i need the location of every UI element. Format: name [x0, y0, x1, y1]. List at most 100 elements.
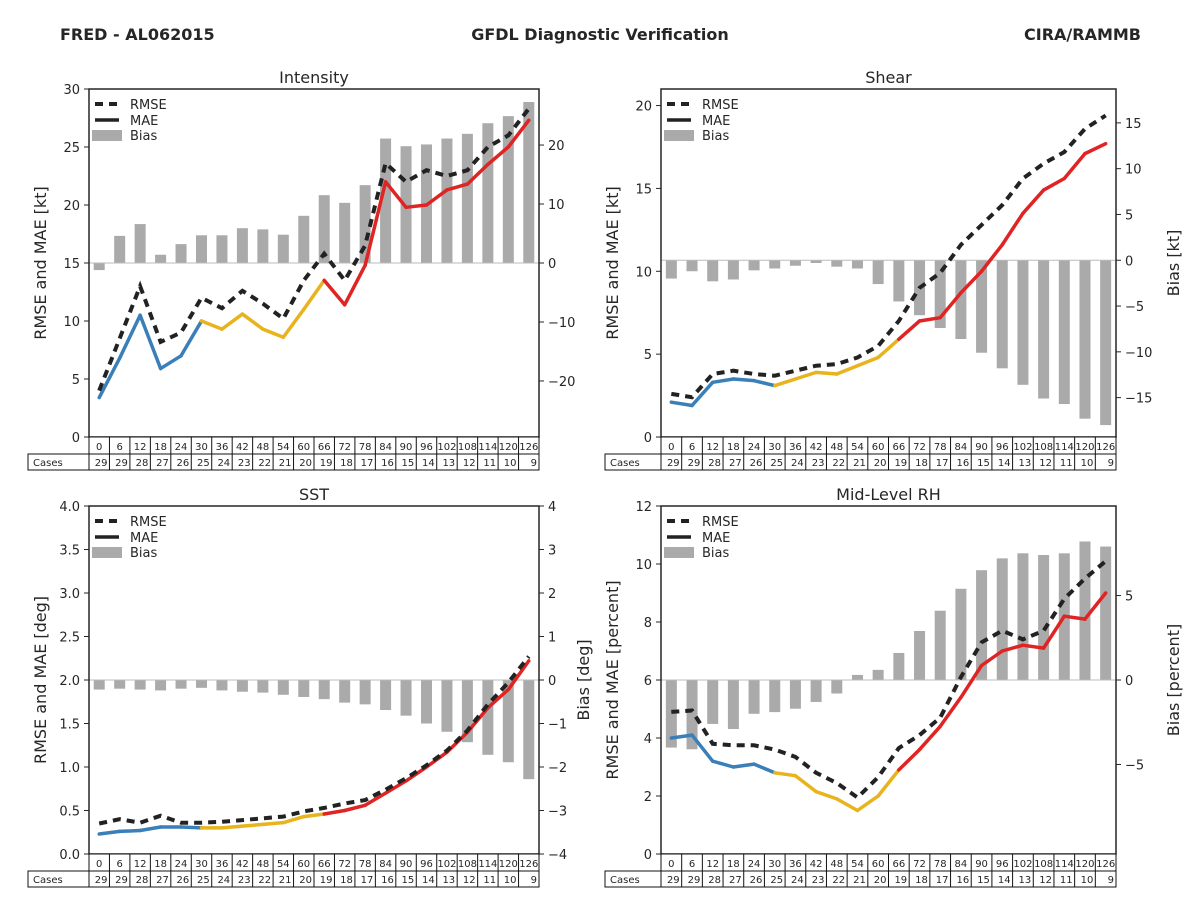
mae-segment — [773, 771, 798, 778]
lead-time-cell: 60 — [872, 442, 885, 453]
y-tick-label: 10 — [635, 558, 652, 573]
y2-tick-label: 0 — [548, 674, 556, 689]
mae-segment — [261, 327, 286, 339]
chart-title: Mid-Level RH — [836, 485, 941, 504]
y-tick-label: 2 — [644, 790, 652, 805]
cases-cell: 29 — [95, 875, 108, 886]
y-tick-label: 15 — [635, 182, 652, 197]
lead-time-cell: 108 — [1034, 859, 1053, 870]
bias-bar — [1058, 260, 1070, 405]
lead-time-cell: 42 — [810, 859, 823, 870]
cases-cell: 14 — [998, 875, 1011, 886]
y2-tick-label: −20 — [548, 375, 575, 390]
mae-segment — [179, 825, 204, 830]
lead-time-cell: 30 — [195, 442, 208, 453]
legend-bias-swatch — [664, 130, 694, 141]
bias-bar — [277, 680, 289, 695]
bias-bar — [1079, 541, 1091, 680]
legend-bias-label: Bias — [130, 546, 157, 561]
bias-bar — [318, 680, 330, 700]
mae-segment — [97, 356, 122, 400]
cases-cell: 9 — [531, 458, 537, 469]
mae-segment — [322, 808, 347, 816]
lead-time-cell: 102 — [437, 442, 456, 453]
cases-cell: 21 — [853, 875, 866, 886]
bias-bar — [461, 133, 473, 263]
cases-cell: 10 — [504, 458, 517, 469]
storm-title: FRED - AL062015 — [60, 25, 215, 44]
y-tick-label: 0 — [644, 431, 652, 446]
cases-cell: 25 — [770, 875, 783, 886]
mae-segment — [959, 663, 984, 700]
cases-cell: 16 — [381, 875, 394, 886]
legend-bias-swatch — [92, 547, 122, 558]
mae-segment — [959, 269, 984, 295]
y-tick-label: 0.5 — [59, 805, 80, 820]
mae-segment — [363, 791, 388, 808]
lead-time-cell: 18 — [154, 859, 167, 870]
bias-bar — [1100, 546, 1112, 680]
y2-axis-label: Bias [deg] — [574, 639, 593, 720]
mae-segment — [179, 319, 204, 358]
bias-bar — [461, 680, 473, 743]
cases-cell: 20 — [299, 875, 312, 886]
cases-cell: 11 — [483, 458, 496, 469]
bias-bar — [665, 260, 677, 279]
bias-bar — [155, 680, 167, 691]
y2-tick-label: 20 — [548, 139, 565, 154]
bias-bar — [236, 228, 248, 263]
lead-time-cell: 96 — [996, 859, 1009, 870]
bias-bar — [810, 260, 822, 263]
y-tick-label: 15 — [63, 257, 80, 272]
lead-time-cell: 120 — [1075, 859, 1094, 870]
cases-cell: 16 — [381, 458, 394, 469]
mae-segment — [855, 794, 880, 813]
mae-segment — [752, 762, 777, 775]
y2-tick-label: −10 — [548, 316, 575, 331]
bias-bar — [665, 680, 677, 748]
cases-cell: 22 — [258, 458, 271, 469]
bias-bar — [769, 680, 781, 713]
lead-time-cell: 126 — [1096, 442, 1115, 453]
mae-segment — [710, 759, 736, 769]
lead-time-cell: 108 — [458, 859, 477, 870]
lead-time-cell: 84 — [955, 859, 968, 870]
rmse-line — [671, 559, 1107, 801]
mae-segment — [897, 747, 922, 772]
lead-time-cell: 84 — [379, 442, 392, 453]
mae-segment — [199, 319, 224, 331]
y2-tick-label: 2 — [548, 587, 556, 602]
cases-cell: 27 — [729, 458, 742, 469]
cases-cell: 26 — [177, 458, 190, 469]
cases-cell: 13 — [1019, 458, 1032, 469]
lead-time-cell: 36 — [789, 442, 802, 453]
mae-segment — [979, 649, 1004, 668]
mae-segment — [97, 829, 122, 836]
cases-cell: 28 — [708, 875, 721, 886]
mae-segment — [876, 337, 901, 360]
lead-time-cell: 6 — [689, 859, 695, 870]
cases-cell: 23 — [238, 458, 251, 469]
mae-segment — [363, 180, 388, 268]
mae-segment — [1041, 176, 1067, 192]
cases-cell: 9 — [1108, 458, 1114, 469]
bias-bar — [298, 215, 310, 263]
cases-cell: 29 — [688, 458, 701, 469]
bias-bar — [482, 680, 494, 755]
lead-time-cell: 6 — [116, 442, 122, 453]
lead-time-cell: 30 — [768, 859, 781, 870]
cases-cell: 29 — [667, 875, 680, 886]
mae-segment — [897, 319, 922, 341]
legend-mae-label: MAE — [702, 531, 730, 546]
cases-cell: 11 — [1060, 458, 1073, 469]
lead-time-cell: 114 — [478, 442, 497, 453]
legend-rmse-label: RMSE — [702, 98, 739, 113]
y-tick-label: 1.0 — [59, 761, 80, 776]
lead-time-cell: 120 — [499, 442, 518, 453]
lead-time-cell: 96 — [420, 859, 433, 870]
lead-time-cell: 18 — [154, 442, 167, 453]
mae-segment — [240, 312, 265, 331]
y2-tick-label: −5 — [1125, 300, 1144, 315]
bias-bar — [421, 680, 432, 724]
lead-time-cell: 48 — [256, 859, 269, 870]
